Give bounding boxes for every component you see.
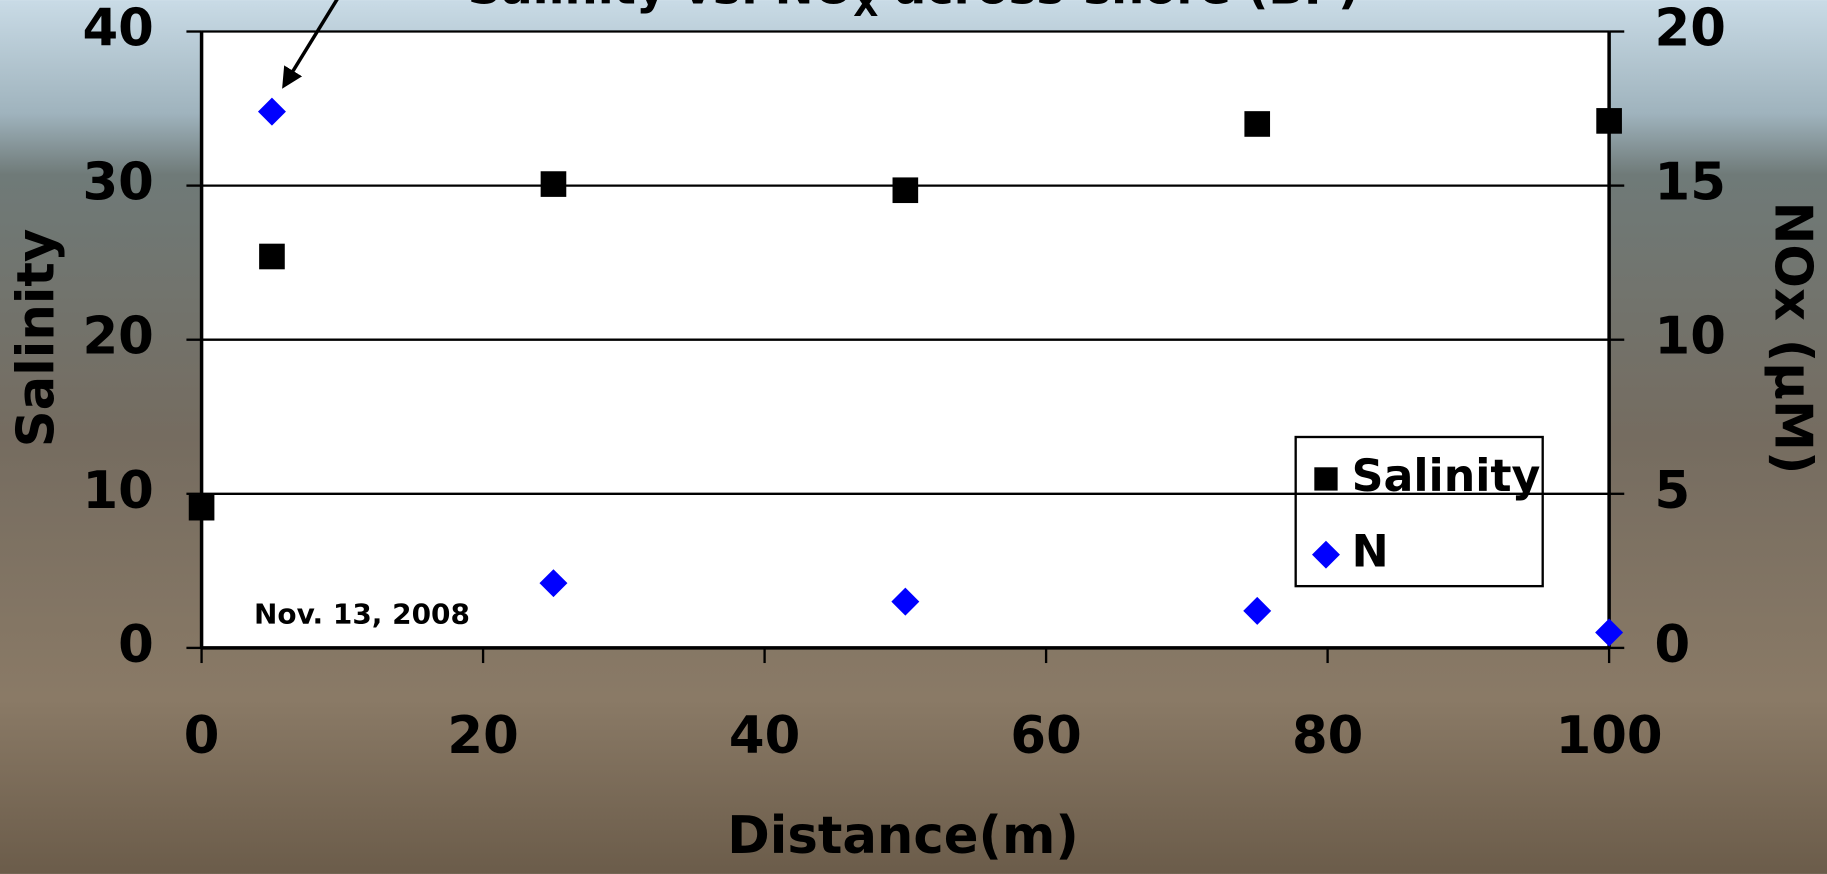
annotation: Nov. 13, 2008	[254, 597, 470, 630]
y-tick-label: 20	[82, 307, 153, 367]
data-point	[541, 171, 567, 197]
legend-marker	[1314, 467, 1337, 490]
legend-label: N	[1352, 527, 1389, 578]
y-axis-title: Salinity	[7, 229, 67, 448]
y2-tick-label: 5	[1655, 461, 1691, 521]
y-tick-label: 40	[82, 0, 153, 59]
x-tick-label: 80	[1292, 706, 1363, 766]
y2-tick-label: 0	[1655, 615, 1691, 675]
y-tick-label: 30	[82, 153, 153, 213]
x-tick-label: 20	[447, 706, 518, 766]
x-tick-label: 0	[184, 706, 220, 766]
x-axis-title: Distance(m)	[727, 806, 1079, 866]
chart: Salinity vs. NOX across-shore (BP) Nov. …	[0, 0, 1827, 874]
x-tick-label: 40	[729, 706, 800, 766]
data-point	[189, 495, 215, 521]
y-tick-label: 0	[118, 615, 154, 675]
data-point	[1244, 111, 1270, 137]
title-suffix: across-shore (BP)	[878, 0, 1359, 14]
data-point	[893, 177, 919, 203]
data-point	[259, 244, 285, 270]
y-tick-label: 10	[82, 461, 153, 521]
y2-tick-label: 20	[1655, 0, 1726, 59]
y2-axis-title: NOx (μM)	[1763, 201, 1823, 474]
x-tick-label: 60	[1010, 706, 1081, 766]
y2-tick-label: 10	[1655, 307, 1726, 367]
title-main: Salinity vs. NO	[468, 0, 854, 14]
page: {"chart_data": {"type": "scatter", "titl…	[0, 0, 1827, 874]
x-tick-label: 100	[1556, 706, 1663, 766]
data-point	[1596, 108, 1622, 134]
title-subscript: X	[853, 0, 878, 24]
y2-tick-label: 15	[1655, 153, 1726, 213]
